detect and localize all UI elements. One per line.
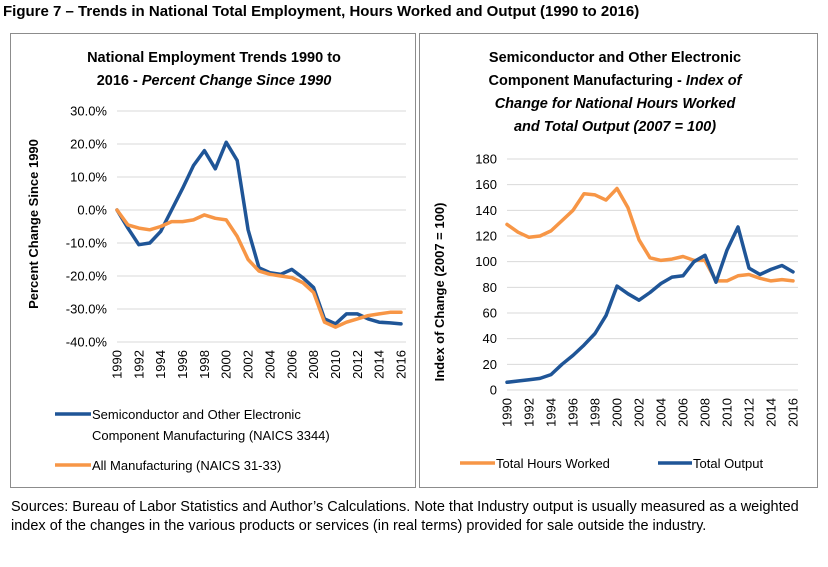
y-tick-label: 80 [483,280,497,295]
x-tick-labels: 1990 1992 1994 1996 1998 2000 2002 2004 2006 2008… [110,350,409,379]
legend-label-semiconductor-line2: Component Manufacturing (NAICS 3344) [92,428,330,443]
gridlines [507,158,798,391]
chart-title-line3: Change for National Hours Worked [495,96,737,112]
x-tick-label: 1990 [110,350,125,379]
y-tick-label: 40 [483,331,497,346]
series-line-0 [505,186,795,283]
x-tick-label: 2012 [742,398,757,427]
x-tick-label: 2016 [394,350,409,379]
y-tick-label: 0.0% [77,203,107,218]
x-tick-label: 2014 [372,350,387,379]
x-tick-label: 2012 [350,350,365,379]
chart-title-line2-italic: Percent Change Since 1990 [142,73,331,89]
y-tick-label: 30.0% [70,104,107,119]
series-lines [505,186,795,385]
series-line-1 [505,225,795,385]
chart-title-line4: and Total Output (2007 = 100) [514,119,716,135]
y-tick-label: -10.0% [66,236,108,251]
hours-output-chart: Semiconductor and Other Electronic Compo… [432,50,801,471]
y-tick-label: 120 [475,229,497,244]
x-tick-label: 2002 [632,398,647,427]
x-tick-label: 1994 [153,350,168,379]
y-tick-label: 20.0% [70,137,107,152]
x-tick-label: 2016 [786,398,801,427]
x-tick-label: 2006 [284,350,299,379]
chart-title: National Employment Trends 1990 to 2016 … [87,50,341,89]
legend-label-total-output: Total Output [693,456,763,471]
x-tick-label: 2008 [306,350,321,379]
legend-label-hours-worked: Total Hours Worked [496,456,610,471]
legend-label-all-manufacturing: All Manufacturing (NAICS 31-33) [92,458,281,473]
x-tick-label: 2014 [764,398,779,427]
y-tick-label: -20.0% [66,269,108,284]
y-tick-label: 180 [475,152,497,167]
x-tick-label: 1990 [500,398,515,427]
x-tick-label: 2004 [654,398,669,427]
series-line-1 [115,208,403,329]
x-tick-label: 2010 [720,398,735,427]
x-tick-label: 1992 [131,350,146,379]
legend: Semiconductor and Other Electronic Compo… [55,407,330,473]
y-tick-labels: 180 160 140 120 100 80 60 40 20 0 [475,152,497,398]
y-tick-label: 100 [475,254,497,269]
employment-chart: National Employment Trends 1990 to 2016 … [26,50,409,473]
y-axis-label: Index of Change (2007 = 100) [432,203,447,382]
x-tick-label: 2004 [262,350,277,379]
x-tick-label: 2008 [698,398,713,427]
hours-output-chart-panel: Semiconductor and Other Electronic Compo… [419,33,818,488]
x-tick-label: 1998 [588,398,603,427]
x-tick-label: 1998 [197,350,212,379]
chart-title-line1: National Employment Trends 1990 to [87,50,341,66]
x-tick-label: 2010 [328,350,343,379]
series-lines [115,140,403,329]
legend-label-semiconductor-line1: Semiconductor and Other Electronic [92,407,301,422]
y-tick-labels: 30.0% 20.0% 10.0% 0.0% -10.0% -20.0% -30.0% -40… [66,104,108,350]
chart-title-line2-plain: Component Manufacturing - [489,73,686,89]
y-tick-label: -40.0% [66,335,108,350]
x-tick-label: 1994 [544,398,559,427]
y-tick-label: 10.0% [70,170,107,185]
y-tick-label: -30.0% [66,302,108,317]
y-tick-label: 60 [483,306,497,321]
y-tick-label: 0 [490,383,497,398]
x-tick-label: 1996 [566,398,581,427]
series-line-0 [115,140,403,326]
y-axis-label: Percent Change Since 1990 [26,139,41,309]
chart-title: Semiconductor and Other Electronic Compo… [489,50,744,135]
y-tick-label: 140 [475,203,497,218]
chart-title-line2: 2016 - Percent Change Since 1990 [97,73,332,89]
x-tick-label: 1996 [175,350,190,379]
y-tick-label: 20 [483,357,497,372]
gridlines [117,110,406,343]
chart-title-line2-plain: 2016 - [97,73,142,89]
x-tick-label: 2000 [219,350,234,379]
y-tick-label: 160 [475,177,497,192]
x-tick-label: 2006 [676,398,691,427]
x-tick-label: 2000 [610,398,625,427]
chart-title-line2: Component Manufacturing - Index of [489,73,744,89]
x-tick-label: 2002 [241,350,256,379]
chart-title-line2-italic: Index of [686,73,744,89]
employment-chart-panel: National Employment Trends 1990 to 2016 … [10,33,416,488]
chart-title-line1: Semiconductor and Other Electronic [489,50,741,66]
x-tick-labels: 1990 1992 1994 1996 1998 2000 2002 2004 2006 2008… [500,398,801,427]
sources-note: Sources: Bureau of Labor Statistics and … [11,499,799,534]
x-tick-label: 1992 [522,398,537,427]
legend: Total Hours Worked Total Output [460,456,763,471]
figure-title: Figure 7 – Trends in National Total Empl… [3,3,640,20]
